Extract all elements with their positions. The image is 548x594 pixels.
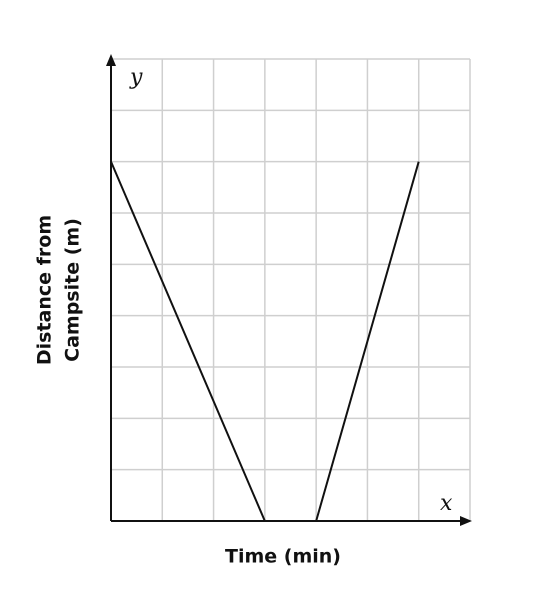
y-axis-arrow [106,54,116,66]
x-axis-name: x [440,491,453,516]
x-axis-arrow [460,516,472,526]
y-axis-name: y [129,65,143,90]
line [110,161,420,522]
grid [110,58,471,522]
x-axis-label: Time (min) [225,546,341,568]
y-axis-label: Distance from [34,215,56,365]
y-axis-label: Campsite (m) [62,218,84,362]
